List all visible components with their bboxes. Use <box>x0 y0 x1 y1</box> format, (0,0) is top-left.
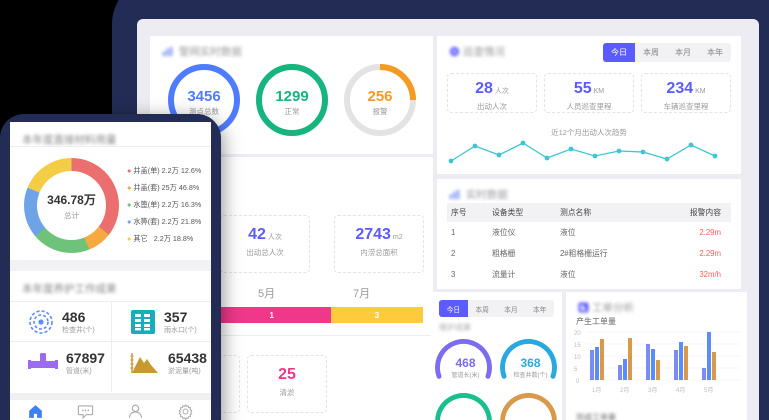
svg-text:1月: 1月 <box>592 387 601 394</box>
svg-text:10: 10 <box>574 355 581 361</box>
svg-text:5: 5 <box>574 367 578 373</box>
svg-text:20: 20 <box>574 331 581 337</box>
svg-text:4月: 4月 <box>676 387 685 394</box>
svg-text:3月: 3月 <box>648 387 657 394</box>
svg-text:2月: 2月 <box>620 387 629 394</box>
svg-text:5月: 5月 <box>704 387 713 394</box>
svg-text:15: 15 <box>574 343 581 349</box>
svg-text:0: 0 <box>576 379 580 385</box>
